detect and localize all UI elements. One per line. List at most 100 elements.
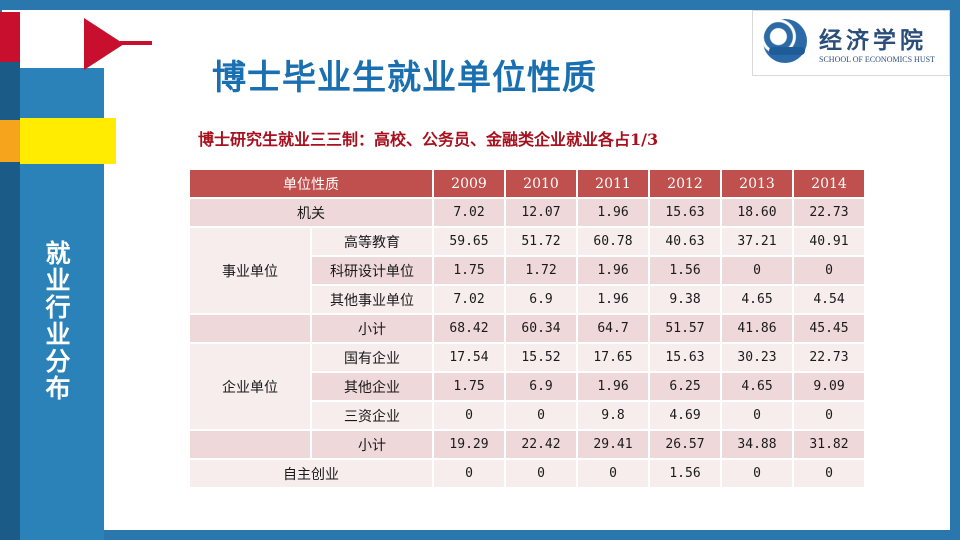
table-cell: 7.02 <box>432 197 506 228</box>
table-cell: 29.41 <box>576 429 650 460</box>
table-cell: 4.65 <box>720 371 794 402</box>
red-arrow-line <box>120 41 152 45</box>
empty-cell <box>188 313 312 344</box>
table-cell: 4.54 <box>792 284 866 315</box>
table-cell: 7.02 <box>432 284 506 315</box>
table-cell: 1.75 <box>432 371 506 402</box>
row-label: 三资企业 <box>310 400 434 431</box>
table-cell: 1.96 <box>576 284 650 315</box>
table-header-row: 单位性质 2009 2010 2011 2012 2013 2014 <box>188 168 866 199</box>
red-arrow-icon <box>84 18 124 70</box>
table-cell: 12.07 <box>504 197 578 228</box>
header-category: 单位性质 <box>188 168 434 199</box>
table-cell: 17.65 <box>576 342 650 373</box>
side-heading-char: 业 <box>45 320 71 349</box>
right-border <box>950 0 960 540</box>
logo-name-cn: 经济学院 <box>819 27 927 54</box>
table-cell: 18.60 <box>720 197 794 228</box>
row-label: 其他事业单位 <box>310 284 434 315</box>
header-year: 2013 <box>720 168 794 199</box>
table-cell: 26.57 <box>648 429 722 460</box>
table-cell: 0 <box>720 400 794 431</box>
table-cell: 9.38 <box>648 284 722 315</box>
side-heading-char: 行 <box>45 293 71 322</box>
left-dark-strip <box>0 60 20 540</box>
yellow-accent-tab <box>20 118 116 164</box>
side-heading-char: 布 <box>45 374 71 403</box>
header-year: 2012 <box>648 168 722 199</box>
side-heading-char: 就 <box>45 239 71 268</box>
page-title: 博士毕业生就业单位性质 <box>212 58 597 98</box>
group-label: 企业单位 <box>188 342 312 431</box>
wave-emblem-base <box>769 47 805 55</box>
table-cell: 60.34 <box>504 313 578 344</box>
logo-name-en: SCHOOL OF ECONOMICS HUST <box>819 55 935 64</box>
table-cell: 60.78 <box>576 226 650 257</box>
side-section-heading: 就 业 行 业 分 布 <box>38 240 78 402</box>
table-cell: 34.88 <box>720 429 794 460</box>
wave-emblem-icon <box>763 19 807 63</box>
row-label: 国有企业 <box>310 342 434 373</box>
table-row: 自主创业 0 0 0 1.56 0 0 <box>188 458 866 489</box>
page-subtitle: 博士研究生就业三三制：高校、公务员、金融类企业就业各占1/3 <box>198 130 659 149</box>
table-cell: 4.65 <box>720 284 794 315</box>
table-cell: 0 <box>432 458 506 489</box>
table-cell: 22.42 <box>504 429 578 460</box>
table-cell: 45.45 <box>792 313 866 344</box>
table-cell: 15.63 <box>648 197 722 228</box>
table-cell: 6.9 <box>504 284 578 315</box>
table-row: 三资企业 0 0 9.8 4.69 0 0 <box>189 400 866 431</box>
table-cell: 17.54 <box>432 342 506 373</box>
table-row: 事业单位 高等教育 59.65 51.72 60.78 40.63 37.21 … <box>188 226 866 315</box>
table-cell: 0 <box>792 255 866 286</box>
table-cell: 1.75 <box>432 255 506 286</box>
table-cell: 0 <box>504 458 578 489</box>
table-cell: 1.72 <box>504 255 578 286</box>
top-border <box>0 0 960 10</box>
table-cell: 6.9 <box>504 371 578 402</box>
table-row: 其他企业 1.75 6.9 1.96 6.25 4.65 9.09 <box>189 371 866 402</box>
table-cell: 1.56 <box>648 458 722 489</box>
header-year: 2010 <box>504 168 578 199</box>
table-cell: 37.21 <box>720 226 794 257</box>
table-cell: 1.96 <box>576 255 650 286</box>
orange-accent-tab <box>0 120 20 162</box>
side-heading-char: 分 <box>45 347 71 376</box>
table-cell: 40.63 <box>648 226 722 257</box>
table-cell: 30.23 <box>720 342 794 373</box>
table-cell: 40.91 <box>792 226 866 257</box>
table-cell: 6.25 <box>648 371 722 402</box>
table-cell: 4.69 <box>648 400 722 431</box>
row-label: 小计 <box>310 313 434 344</box>
table-cell: 41.86 <box>720 313 794 344</box>
table-cell: 0 <box>432 400 506 431</box>
side-heading-char: 业 <box>45 266 71 295</box>
header-year: 2014 <box>792 168 866 199</box>
table-cell: 68.42 <box>432 313 506 344</box>
table-cell: 31.82 <box>792 429 866 460</box>
table-cell: 64.7 <box>576 313 650 344</box>
table-cell: 0 <box>576 458 650 489</box>
table-row-subtotal: 小计 19.29 22.42 29.41 26.57 34.88 31.82 <box>188 429 866 460</box>
table-row: 科研设计单位 1.75 1.72 1.96 1.56 0 0 <box>189 255 866 286</box>
header-year: 2009 <box>432 168 506 199</box>
table-cell: 1.96 <box>576 197 650 228</box>
header-year: 2011 <box>576 168 650 199</box>
employment-table: 单位性质 2009 2010 2011 2012 2013 2014 机关 7.… <box>188 168 866 489</box>
table-row: 企业单位 国有企业 17.54 15.52 17.65 15.63 30.23 … <box>188 342 866 431</box>
table-row: 其他事业单位 7.02 6.9 1.96 9.38 4.65 4.54 <box>189 284 866 315</box>
row-label: 科研设计单位 <box>310 255 434 286</box>
table-cell: 0 <box>504 400 578 431</box>
row-label: 小计 <box>310 429 434 460</box>
table-cell: 0 <box>792 400 866 431</box>
table-cell: 19.29 <box>432 429 506 460</box>
table-cell: 51.72 <box>504 226 578 257</box>
row-label: 其他企业 <box>310 371 434 402</box>
table-cell: 9.09 <box>792 371 866 402</box>
group-label: 事业单位 <box>188 226 312 315</box>
table-cell: 0 <box>720 458 794 489</box>
empty-cell <box>188 429 312 460</box>
row-label: 自主创业 <box>188 458 434 489</box>
school-logo: 经济学院 SCHOOL OF ECONOMICS HUST <box>752 10 950 76</box>
table-cell: 1.56 <box>648 255 722 286</box>
